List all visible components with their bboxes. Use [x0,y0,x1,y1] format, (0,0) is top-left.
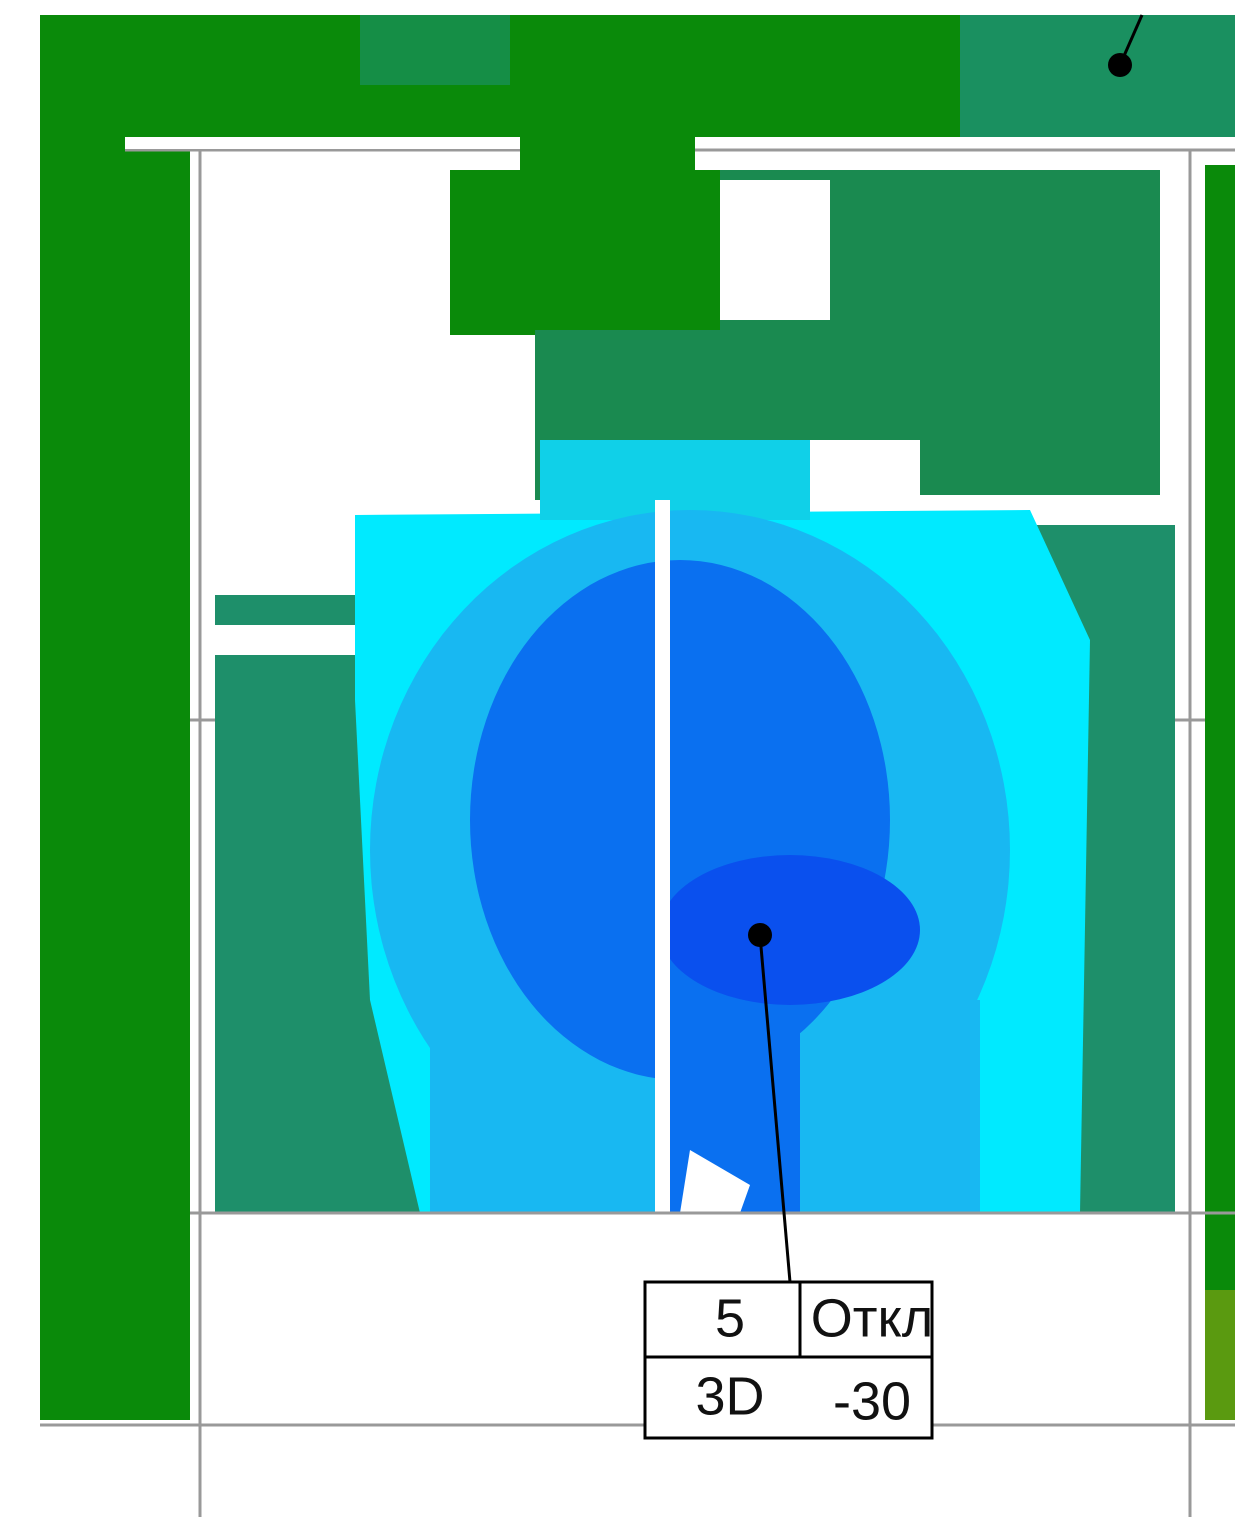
upper-left-block [450,170,720,335]
deep-blue-zone [660,855,920,1005]
callout-mode: 3D [695,1366,764,1426]
point-marker [748,923,772,947]
white-seam [655,500,670,1213]
top-patch [360,15,510,85]
notch [720,180,830,320]
right-column [1205,165,1235,1420]
strip [215,595,375,625]
point-marker [1108,53,1132,77]
top-band-teal [960,15,1235,137]
deviation-map: 5 Откл 3D -30 [0,0,1235,1517]
cyan-top [540,440,810,520]
right-column-edge [1205,1290,1235,1420]
gap-strip [125,137,520,149]
callout-label: Откл [811,1288,933,1348]
callout-value: -30 [833,1371,911,1431]
left-column [40,15,190,1420]
notch-2 [810,440,920,500]
callout-id: 5 [715,1288,745,1348]
